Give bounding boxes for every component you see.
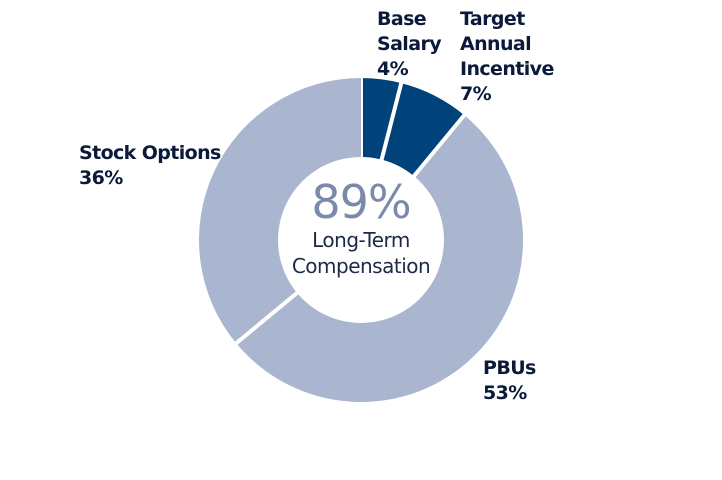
donut-slices: [198, 76, 523, 402]
label-base-salary-line-2: Salary: [377, 33, 442, 55]
slice-separator: [411, 112, 468, 179]
center-value: 89%: [311, 175, 411, 229]
slice-base-salary: [361, 78, 402, 160]
label-target-value: 7%: [460, 83, 492, 105]
label-base-salary: Base Salary 4%: [377, 7, 442, 82]
label-stock-options-value: 36%: [79, 167, 123, 189]
slice-separator: [233, 290, 300, 347]
slice-pbus: [236, 115, 523, 402]
label-target-annual-incentive: Target Annual Incentive 7%: [460, 7, 554, 107]
label-stock-options: Stock Options 36%: [79, 141, 221, 191]
label-base-salary-line-1: Base: [377, 8, 427, 30]
center-label: Long-Term Compensation: [261, 227, 461, 279]
label-target-line-1: Target: [460, 8, 525, 30]
label-target-line-3: Incentive: [460, 58, 554, 80]
label-pbus-line-1: PBUs: [483, 357, 536, 379]
center-label-line-2: Compensation: [291, 254, 431, 278]
center-label-line-1: Long-Term: [312, 228, 410, 252]
label-target-line-2: Annual: [460, 33, 532, 55]
slice-stock-options: [198, 78, 361, 344]
label-pbus-value: 53%: [483, 382, 527, 404]
label-pbus: PBUs 53%: [483, 356, 536, 406]
slice-target-annual-incentive: [381, 83, 465, 177]
slice-separator: [379, 80, 404, 163]
label-base-salary-value: 4%: [377, 58, 409, 80]
label-stock-options-line-1: Stock Options: [79, 142, 221, 164]
